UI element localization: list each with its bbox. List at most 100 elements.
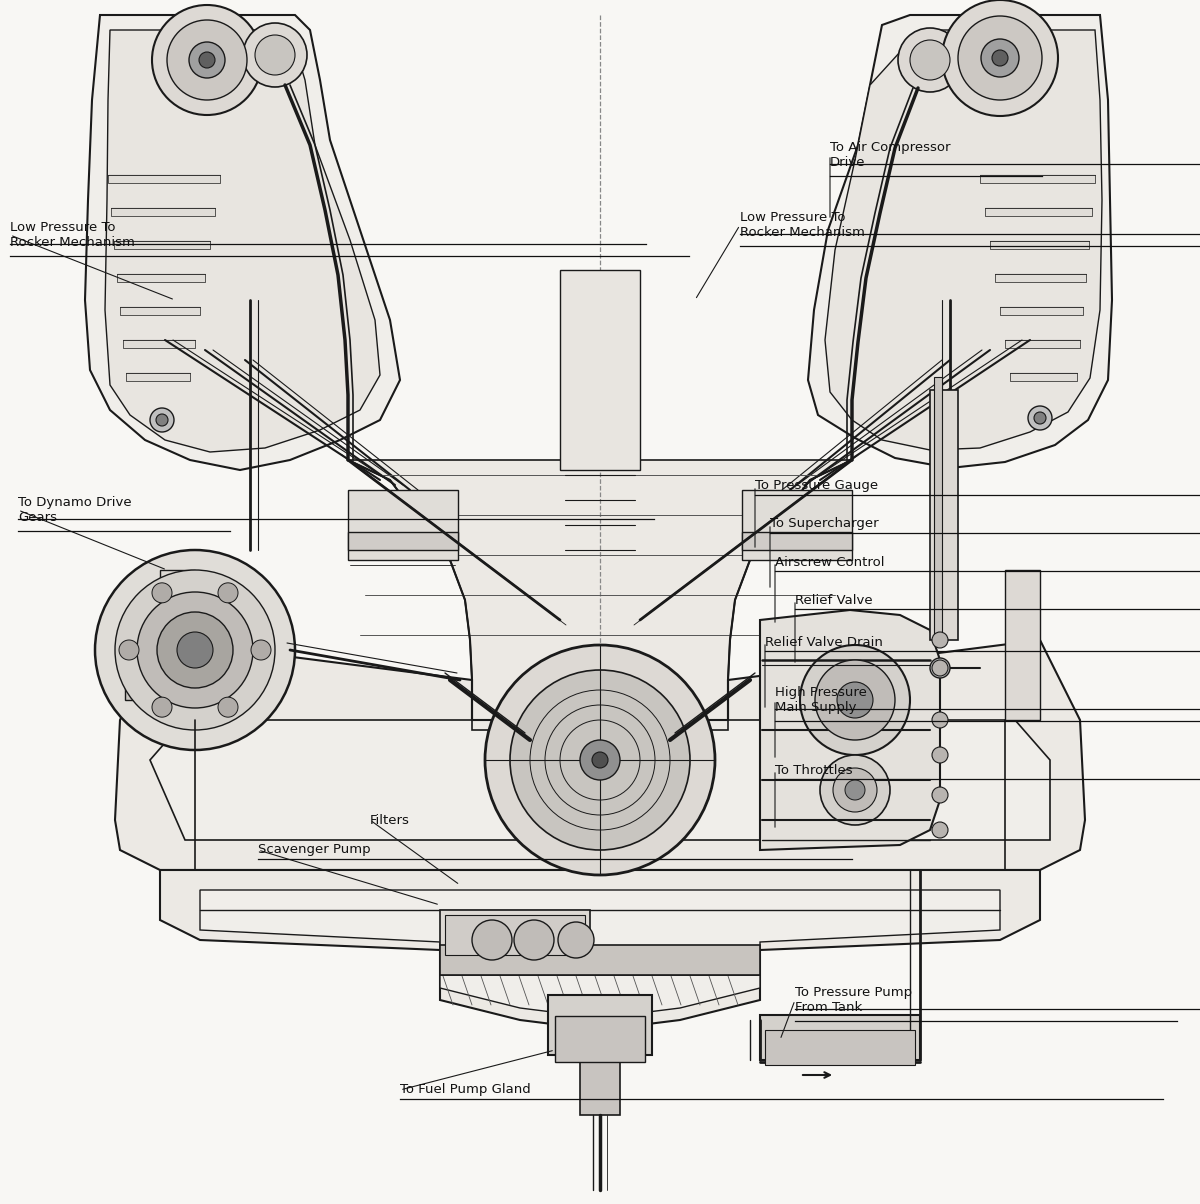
Circle shape bbox=[150, 408, 174, 432]
Bar bbox=[120, 307, 200, 315]
Text: Filters: Filters bbox=[370, 814, 410, 826]
Circle shape bbox=[190, 42, 226, 78]
Circle shape bbox=[1034, 412, 1046, 424]
Polygon shape bbox=[106, 30, 380, 452]
Circle shape bbox=[242, 23, 307, 87]
Text: Low Pressure To
Rocker Mechanism: Low Pressure To Rocker Mechanism bbox=[740, 211, 865, 240]
Bar bbox=[348, 532, 458, 550]
Text: To Dynamo Drive
Gears: To Dynamo Drive Gears bbox=[18, 496, 132, 524]
Text: Airscrew Control: Airscrew Control bbox=[775, 555, 884, 568]
Circle shape bbox=[930, 659, 950, 678]
Circle shape bbox=[932, 746, 948, 763]
Bar bbox=[742, 532, 852, 550]
Polygon shape bbox=[348, 460, 852, 720]
Bar bbox=[440, 945, 760, 975]
Circle shape bbox=[256, 35, 295, 75]
Polygon shape bbox=[150, 720, 1050, 840]
Text: To Supercharger: To Supercharger bbox=[770, 518, 878, 531]
Bar bbox=[742, 490, 852, 560]
Bar bbox=[118, 275, 205, 282]
Bar bbox=[125, 630, 185, 700]
Circle shape bbox=[833, 768, 877, 811]
Circle shape bbox=[992, 51, 1008, 66]
Circle shape bbox=[152, 5, 262, 116]
Bar bbox=[445, 915, 586, 955]
Text: To Pressure Gauge: To Pressure Gauge bbox=[755, 479, 878, 492]
Text: Scavenger Pump: Scavenger Pump bbox=[258, 844, 371, 856]
Circle shape bbox=[167, 20, 247, 100]
Bar bbox=[348, 490, 458, 560]
Bar bbox=[930, 390, 958, 641]
Bar bbox=[554, 1016, 646, 1062]
Bar bbox=[760, 1015, 920, 1060]
Polygon shape bbox=[808, 14, 1112, 468]
Polygon shape bbox=[160, 870, 1040, 1029]
Bar bbox=[114, 241, 210, 249]
Bar bbox=[1010, 373, 1078, 380]
Circle shape bbox=[898, 28, 962, 92]
Circle shape bbox=[157, 612, 233, 687]
Circle shape bbox=[580, 740, 620, 780]
Circle shape bbox=[510, 669, 690, 850]
Text: To Pressure Pump
From Tank: To Pressure Pump From Tank bbox=[796, 986, 912, 1014]
Circle shape bbox=[932, 712, 948, 728]
Bar bbox=[766, 1029, 916, 1066]
Text: To Throttles: To Throttles bbox=[775, 763, 853, 777]
Circle shape bbox=[800, 645, 910, 755]
Circle shape bbox=[942, 0, 1058, 116]
Bar bbox=[980, 175, 1096, 183]
Text: To Air Compressor
Drive: To Air Compressor Drive bbox=[830, 141, 950, 169]
Circle shape bbox=[152, 697, 172, 718]
Bar bbox=[580, 1035, 620, 1115]
Circle shape bbox=[815, 660, 895, 740]
Circle shape bbox=[137, 592, 253, 708]
Circle shape bbox=[558, 922, 594, 958]
Text: High Pressure
Main Supply: High Pressure Main Supply bbox=[775, 686, 866, 714]
Bar bbox=[124, 340, 194, 348]
Polygon shape bbox=[826, 30, 1102, 450]
Circle shape bbox=[1028, 406, 1052, 430]
Text: To Fuel Pump Gland: To Fuel Pump Gland bbox=[400, 1084, 530, 1097]
Bar bbox=[1000, 307, 1084, 315]
Circle shape bbox=[152, 583, 172, 603]
Circle shape bbox=[119, 641, 139, 660]
Bar bbox=[126, 373, 190, 380]
Circle shape bbox=[932, 822, 948, 838]
Bar bbox=[990, 241, 1090, 249]
Polygon shape bbox=[760, 610, 940, 850]
Circle shape bbox=[115, 569, 275, 730]
Bar bbox=[1006, 340, 1080, 348]
Polygon shape bbox=[200, 890, 1000, 1019]
Bar bbox=[934, 377, 942, 635]
Circle shape bbox=[199, 52, 215, 67]
Circle shape bbox=[932, 632, 948, 648]
Circle shape bbox=[592, 752, 608, 768]
Circle shape bbox=[218, 583, 238, 603]
Polygon shape bbox=[115, 641, 1085, 870]
Circle shape bbox=[932, 787, 948, 803]
Bar bbox=[112, 208, 215, 216]
Circle shape bbox=[932, 660, 948, 675]
Bar bbox=[440, 910, 590, 960]
Circle shape bbox=[820, 755, 890, 825]
Circle shape bbox=[178, 632, 214, 668]
Text: Relief Valve Drain: Relief Valve Drain bbox=[766, 636, 883, 649]
Circle shape bbox=[251, 641, 271, 660]
Circle shape bbox=[95, 550, 295, 750]
Text: Low Pressure To
Rocker Mechanism: Low Pressure To Rocker Mechanism bbox=[10, 222, 134, 249]
Circle shape bbox=[218, 697, 238, 718]
Circle shape bbox=[910, 40, 950, 79]
Circle shape bbox=[485, 645, 715, 875]
Circle shape bbox=[156, 414, 168, 426]
Polygon shape bbox=[85, 14, 400, 470]
Bar bbox=[995, 275, 1086, 282]
Bar bbox=[1006, 569, 1040, 720]
Bar bbox=[548, 995, 652, 1055]
Bar bbox=[160, 569, 194, 720]
Bar bbox=[108, 175, 220, 183]
Bar bbox=[985, 208, 1092, 216]
Circle shape bbox=[958, 16, 1042, 100]
Text: Relief Valve: Relief Valve bbox=[796, 594, 872, 607]
Bar bbox=[560, 270, 640, 470]
Circle shape bbox=[845, 780, 865, 799]
